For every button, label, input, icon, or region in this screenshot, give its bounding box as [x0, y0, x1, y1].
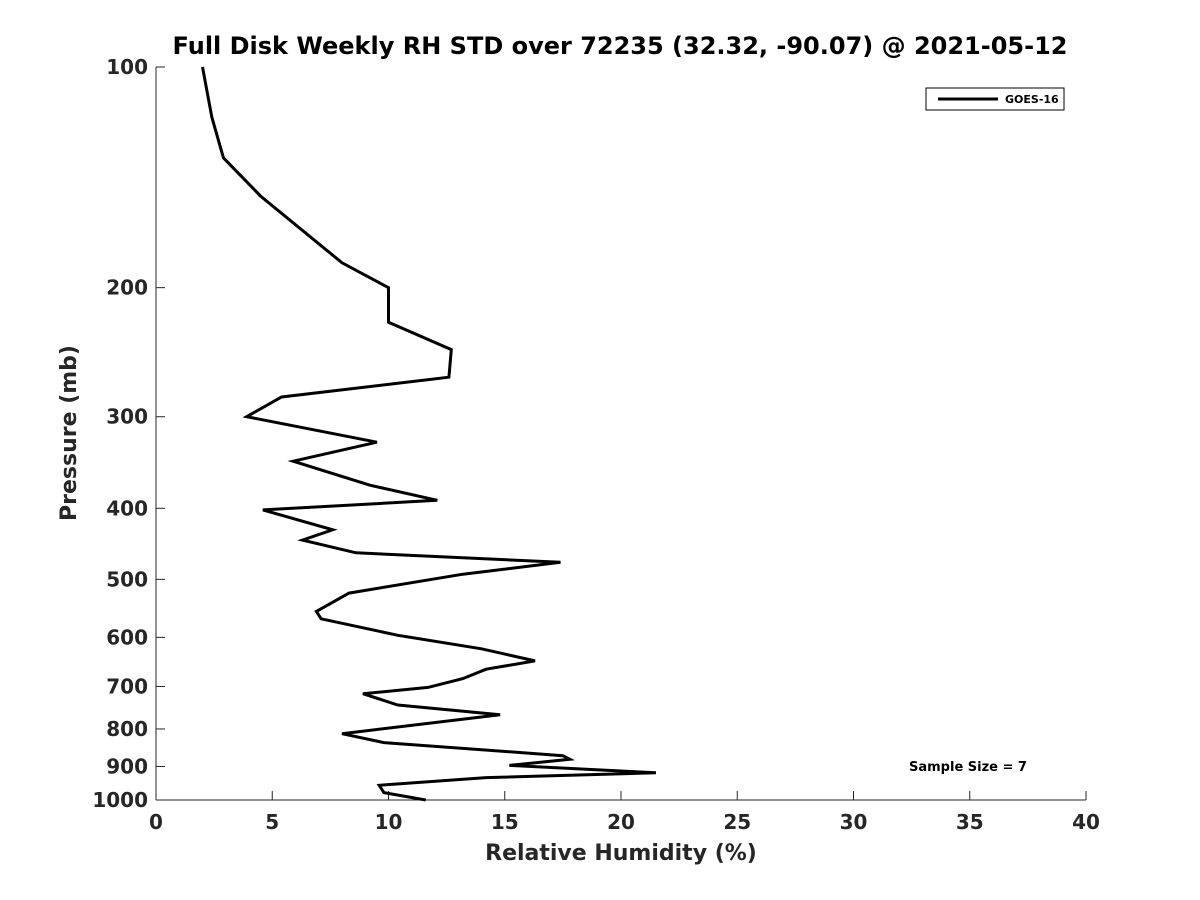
x-tick-label: 0	[149, 810, 163, 834]
y-tick-label: 400	[106, 496, 148, 520]
series-layer	[201, 66, 656, 802]
x-axis-label: Relative Humidity (%)	[485, 841, 757, 866]
x-tick-label: 40	[1072, 810, 1100, 834]
y-tick-label: 600	[106, 625, 148, 649]
sample-size-annotation: Sample Size = 7	[909, 760, 1027, 775]
chart-title: Full Disk Weekly RH STD over 72235 (32.3…	[173, 32, 1068, 60]
series-line-goes-16	[201, 66, 656, 802]
y-tick-label: 100	[106, 55, 148, 79]
x-tick-label: 25	[723, 810, 751, 834]
y-tick-label: 900	[106, 754, 148, 778]
y-tick-label: 200	[106, 276, 148, 300]
y-ticks: 100 200 300 400 500 600 700 800 900 1000	[92, 55, 165, 812]
y-tick-label: 1000	[92, 788, 148, 812]
x-ticks: 0 5 10 15 20 25 30 35 40	[149, 791, 1100, 834]
x-tick-label: 10	[375, 810, 403, 834]
x-tick-label: 30	[840, 810, 868, 834]
y-tick-label: 700	[106, 674, 148, 698]
y-tick-label: 300	[106, 405, 148, 429]
x-tick-label: 35	[956, 810, 984, 834]
legend: GOES-16	[925, 87, 1065, 111]
y-tick-label: 800	[106, 717, 148, 741]
y-axis-label: Pressure (mb)	[57, 345, 82, 521]
legend-label-goes-16: GOES-16	[1005, 93, 1059, 106]
x-tick-label: 20	[607, 810, 635, 834]
y-tick-label: 500	[106, 567, 148, 591]
x-tick-label: 5	[265, 810, 279, 834]
plot-area	[156, 67, 1086, 800]
x-tick-label: 15	[491, 810, 519, 834]
